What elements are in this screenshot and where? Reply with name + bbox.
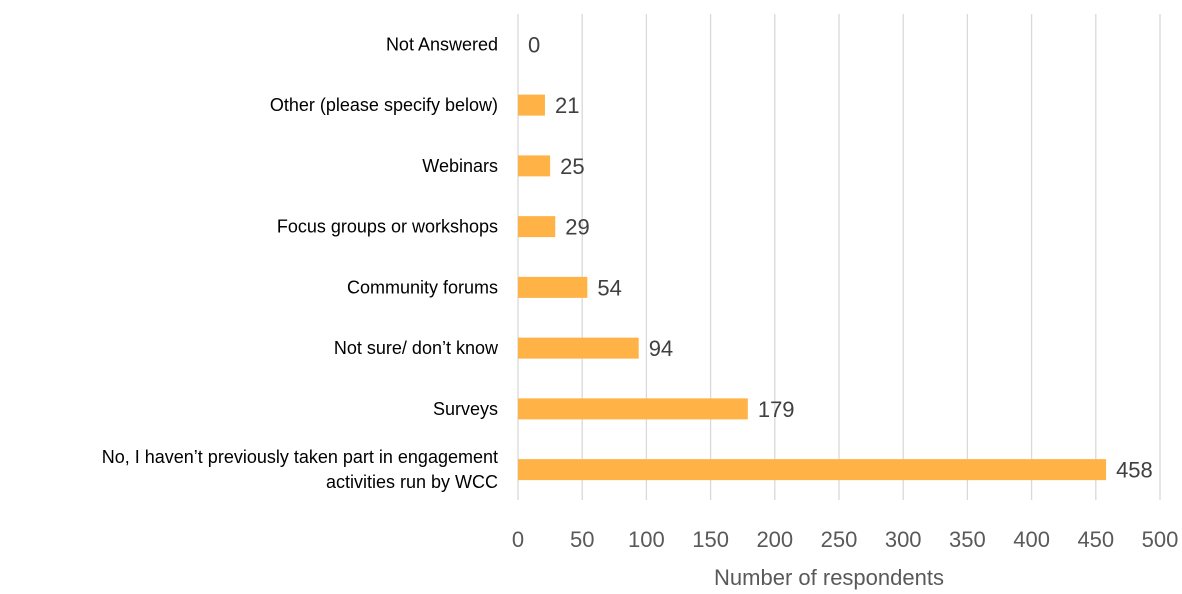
data-labels: 458 179 94 54 29 25 21 0 (528, 32, 1153, 482)
category-label-3: Community forums (347, 277, 498, 297)
bar-1 (518, 398, 748, 420)
category-label-6: Other (please specify below) (270, 95, 498, 115)
x-tick-label-450: 450 (1077, 527, 1114, 552)
category-label-0: No, I haven’t previously taken part in e… (102, 447, 498, 492)
x-tick-label-50: 50 (570, 527, 594, 552)
category-label-5: Webinars (422, 156, 498, 176)
x-axis-title: Number of respondents (714, 565, 944, 590)
bars (518, 94, 1107, 481)
x-tick-label-400: 400 (1013, 527, 1050, 552)
x-tick-label-200: 200 (756, 527, 793, 552)
bar-0 (518, 459, 1107, 481)
bar-4 (518, 216, 556, 238)
bar-6 (518, 94, 545, 116)
data-label-6: 21 (555, 93, 579, 118)
data-label-2: 94 (649, 336, 673, 361)
data-label-3: 54 (597, 275, 621, 300)
bar-5 (518, 155, 551, 177)
x-tick-label-500: 500 (1142, 527, 1179, 552)
category-label-4: Focus groups or workshops (277, 217, 498, 237)
data-label-5: 25 (560, 154, 584, 179)
x-tick-label-0: 0 (512, 527, 524, 552)
category-label-0-line-0: No, I haven’t previously taken part in e… (102, 447, 498, 467)
x-tick-label-100: 100 (628, 527, 665, 552)
x-tick-label-300: 300 (885, 527, 922, 552)
data-label-4: 29 (565, 215, 589, 240)
data-label-0: 458 (1116, 458, 1153, 483)
x-axis-tick-labels: 0 50 100 150 200 250 300 350 400 450 500 (512, 527, 1178, 552)
gridlines (517, 14, 1161, 500)
data-label-1: 179 (758, 397, 795, 422)
category-label-1: Surveys (433, 399, 498, 419)
x-tick-label-350: 350 (949, 527, 986, 552)
bar-3 (518, 276, 588, 298)
category-labels: No, I haven’t previously taken part in e… (102, 34, 499, 492)
bar-2 (518, 337, 639, 359)
x-tick-label-150: 150 (692, 527, 729, 552)
category-label-7: Not Answered (386, 34, 498, 54)
category-label-0-line-1: activities run by WCC (326, 472, 498, 492)
x-tick-label-250: 250 (821, 527, 858, 552)
data-label-7: 0 (528, 32, 540, 57)
category-label-2: Not sure/ don’t know (334, 338, 499, 358)
